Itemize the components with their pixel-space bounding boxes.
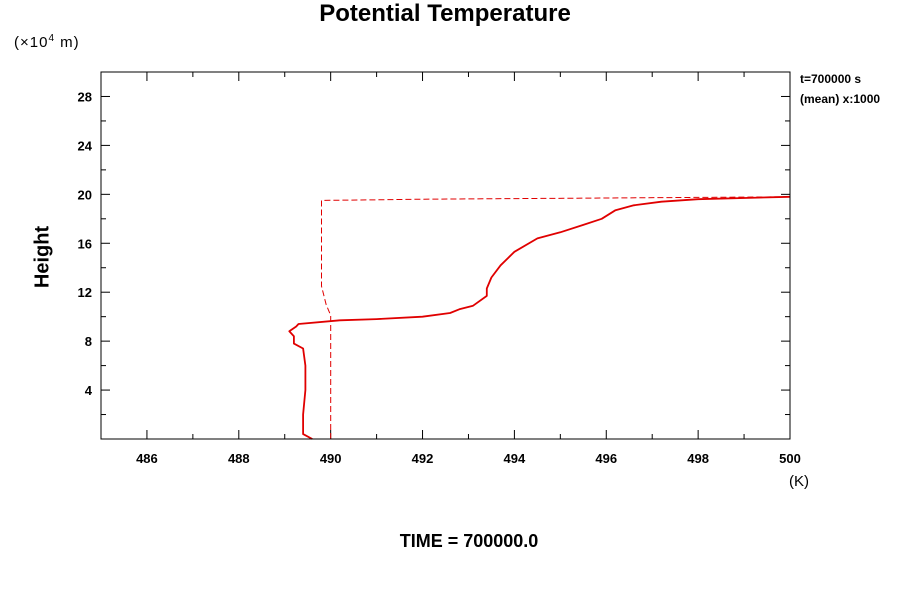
y-tick-label: 16 [78,236,92,251]
y-axis-label: Height [31,225,54,289]
y-tick-label: 24 [78,138,93,153]
solid-series-line [288,195,791,440]
dashed-series-line [321,196,791,439]
x-tick-label: 494 [504,451,526,466]
axis-ticks [100,71,791,439]
x-axis-unit: (K) [789,473,809,490]
x-tick-label: 496 [595,451,617,466]
y-tick-label: 8 [85,334,92,349]
y-tick-label: 28 [78,89,92,104]
time-footer: TIME = 700000.0 [399,531,539,551]
x-tick-label: 490 [320,451,342,466]
tick-labels: 486 488 490 492 494 496 498 500 4 8 12 16 20 24 28 [78,89,801,466]
x-tick-label: 488 [228,451,250,466]
chart-title: Potential Temperature [319,0,571,27]
y-tick-label: 20 [78,187,92,202]
series-lines [288,195,791,440]
x-tick-label: 498 [687,451,709,466]
y-axis-unit: (×104 m) [14,33,80,51]
y-tick-label: 4 [85,383,93,398]
y-tick-label: 12 [78,285,92,300]
x-tick-label: 486 [136,451,158,466]
x-tick-label: 500 [779,451,801,466]
plot-frame [100,71,791,440]
time-annotation: t=700000 s [800,72,862,86]
x-tick-label: 492 [412,451,434,466]
mean-annotation: (mean) x:1000 [800,92,881,106]
